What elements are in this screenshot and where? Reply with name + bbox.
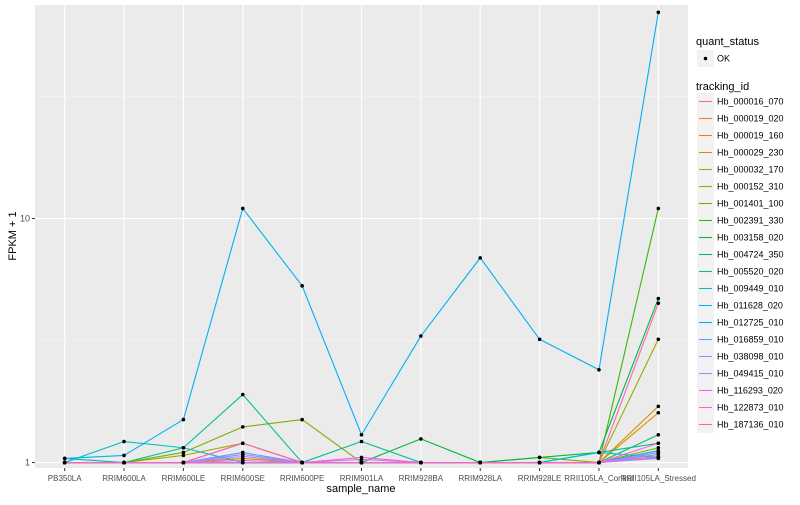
data-point [181,445,186,450]
data-point [656,445,661,450]
data-point [419,334,423,338]
legend-label-tracking: Hb_000016_070 [717,97,784,107]
legend-label-tracking: Hb_000019_020 [717,114,784,124]
data-point [240,425,245,429]
legend-label-tracking: Hb_000019_160 [717,131,784,141]
data-point [62,460,67,465]
legend-point-glyph [703,56,708,61]
data-point [240,392,245,397]
x-tick-label: PB350LA [48,474,82,483]
data-point [597,460,601,465]
legend-tracking-items: Hb_000016_070 Hb_000019_020 Hb_000019_160 H… [697,93,784,433]
legend-label-tracking: Hb_049415_010 [717,369,784,379]
data-point [181,450,186,455]
data-point [656,450,661,455]
legend-quant-title: quant_status [696,36,759,48]
x-tick-label: RRII105LA_Stressed [621,474,696,483]
legend-tracking-title: tracking_id [696,81,749,93]
data-point [597,450,601,455]
data-point [122,439,126,444]
data-point [537,337,542,342]
data-point [478,256,483,260]
series-points [62,10,661,465]
data-point [656,410,661,415]
data-point [240,460,245,465]
x-axis-title: sample_name [326,483,395,495]
data-point [240,441,245,446]
legend-label-tracking: Hb_003158_020 [717,233,784,243]
data-point [359,455,364,460]
data-point [122,460,126,465]
legend-label-tracking: Hb_000032_170 [717,165,784,175]
legend-label-tracking: Hb_038098_010 [717,352,784,362]
legend-quant-items: OK [697,50,730,67]
x-tick-label: RRIM600PE [280,474,324,483]
data-point [537,455,542,460]
y-axis: 1 10 [20,214,35,468]
data-point [478,460,483,465]
x-tick-label: RRIM600SE [221,474,265,483]
data-point [656,206,661,211]
legend-label-tracking: Hb_009449_010 [717,284,784,294]
data-point [300,284,304,288]
y-tick-label: 1 [25,458,30,468]
legend-label-tracking: Hb_000029_230 [717,148,784,158]
legend-label-tracking: Hb_187136_010 [717,420,784,430]
data-point [656,296,661,301]
x-tick-label: RRII105LA_Control [564,474,634,483]
data-point [300,460,304,465]
x-tick-label: RRIM600LE [162,474,206,483]
legend: quant_status OK tracking_id Hb_000016_07… [696,36,784,433]
x-tick-label: RRIM901LA [340,474,384,483]
legend-label-tracking: Hb_016859_010 [717,335,784,345]
legend-label-tracking: Hb_116293_020 [717,386,783,396]
data-point [656,301,661,305]
data-point [419,437,423,441]
legend-label-tracking: Hb_011628_020 [717,301,783,311]
data-point [656,337,661,342]
x-tick-label: RRIM600LA [102,474,146,483]
data-point [181,460,186,465]
data-point [656,404,661,409]
data-point [181,453,186,458]
x-tick-label: RRIM928BA [399,474,444,483]
data-point [300,417,304,422]
legend-label-quant: OK [717,54,730,64]
data-point [240,206,245,211]
data-point [537,460,542,465]
data-point [122,453,126,458]
data-point [597,367,601,372]
data-point [656,432,661,437]
data-point [656,10,661,15]
legend-label-tracking: Hb_004724_350 [717,250,784,260]
data-point [240,454,245,459]
data-point [419,460,423,465]
legend-label-tracking: Hb_012725_010 [717,318,784,328]
x-tick-label: RRIM928LE [518,474,562,483]
data-point [359,432,364,437]
y-axis-title: FPKM + 1 [7,211,19,260]
legend-label-tracking: Hb_005520_020 [717,267,784,277]
data-point [359,439,364,444]
y-tick-label: 10 [20,214,30,224]
data-point [656,441,661,446]
data-point [181,417,186,422]
data-point [656,455,661,460]
legend-label-tracking: Hb_002391_330 [717,216,784,226]
data-point [359,460,364,465]
x-axis: PB350LA RRIM600LA RRIM600LE RRIM600SE RRIM60… [48,468,696,483]
data-point [62,456,67,461]
legend-label-tracking: Hb_001401_100 [717,199,784,209]
legend-label-tracking: Hb_000152_310 [717,182,784,192]
x-tick-label: RRIM928LA [458,474,502,483]
legend-label-tracking: Hb_122873_010 [717,403,784,413]
